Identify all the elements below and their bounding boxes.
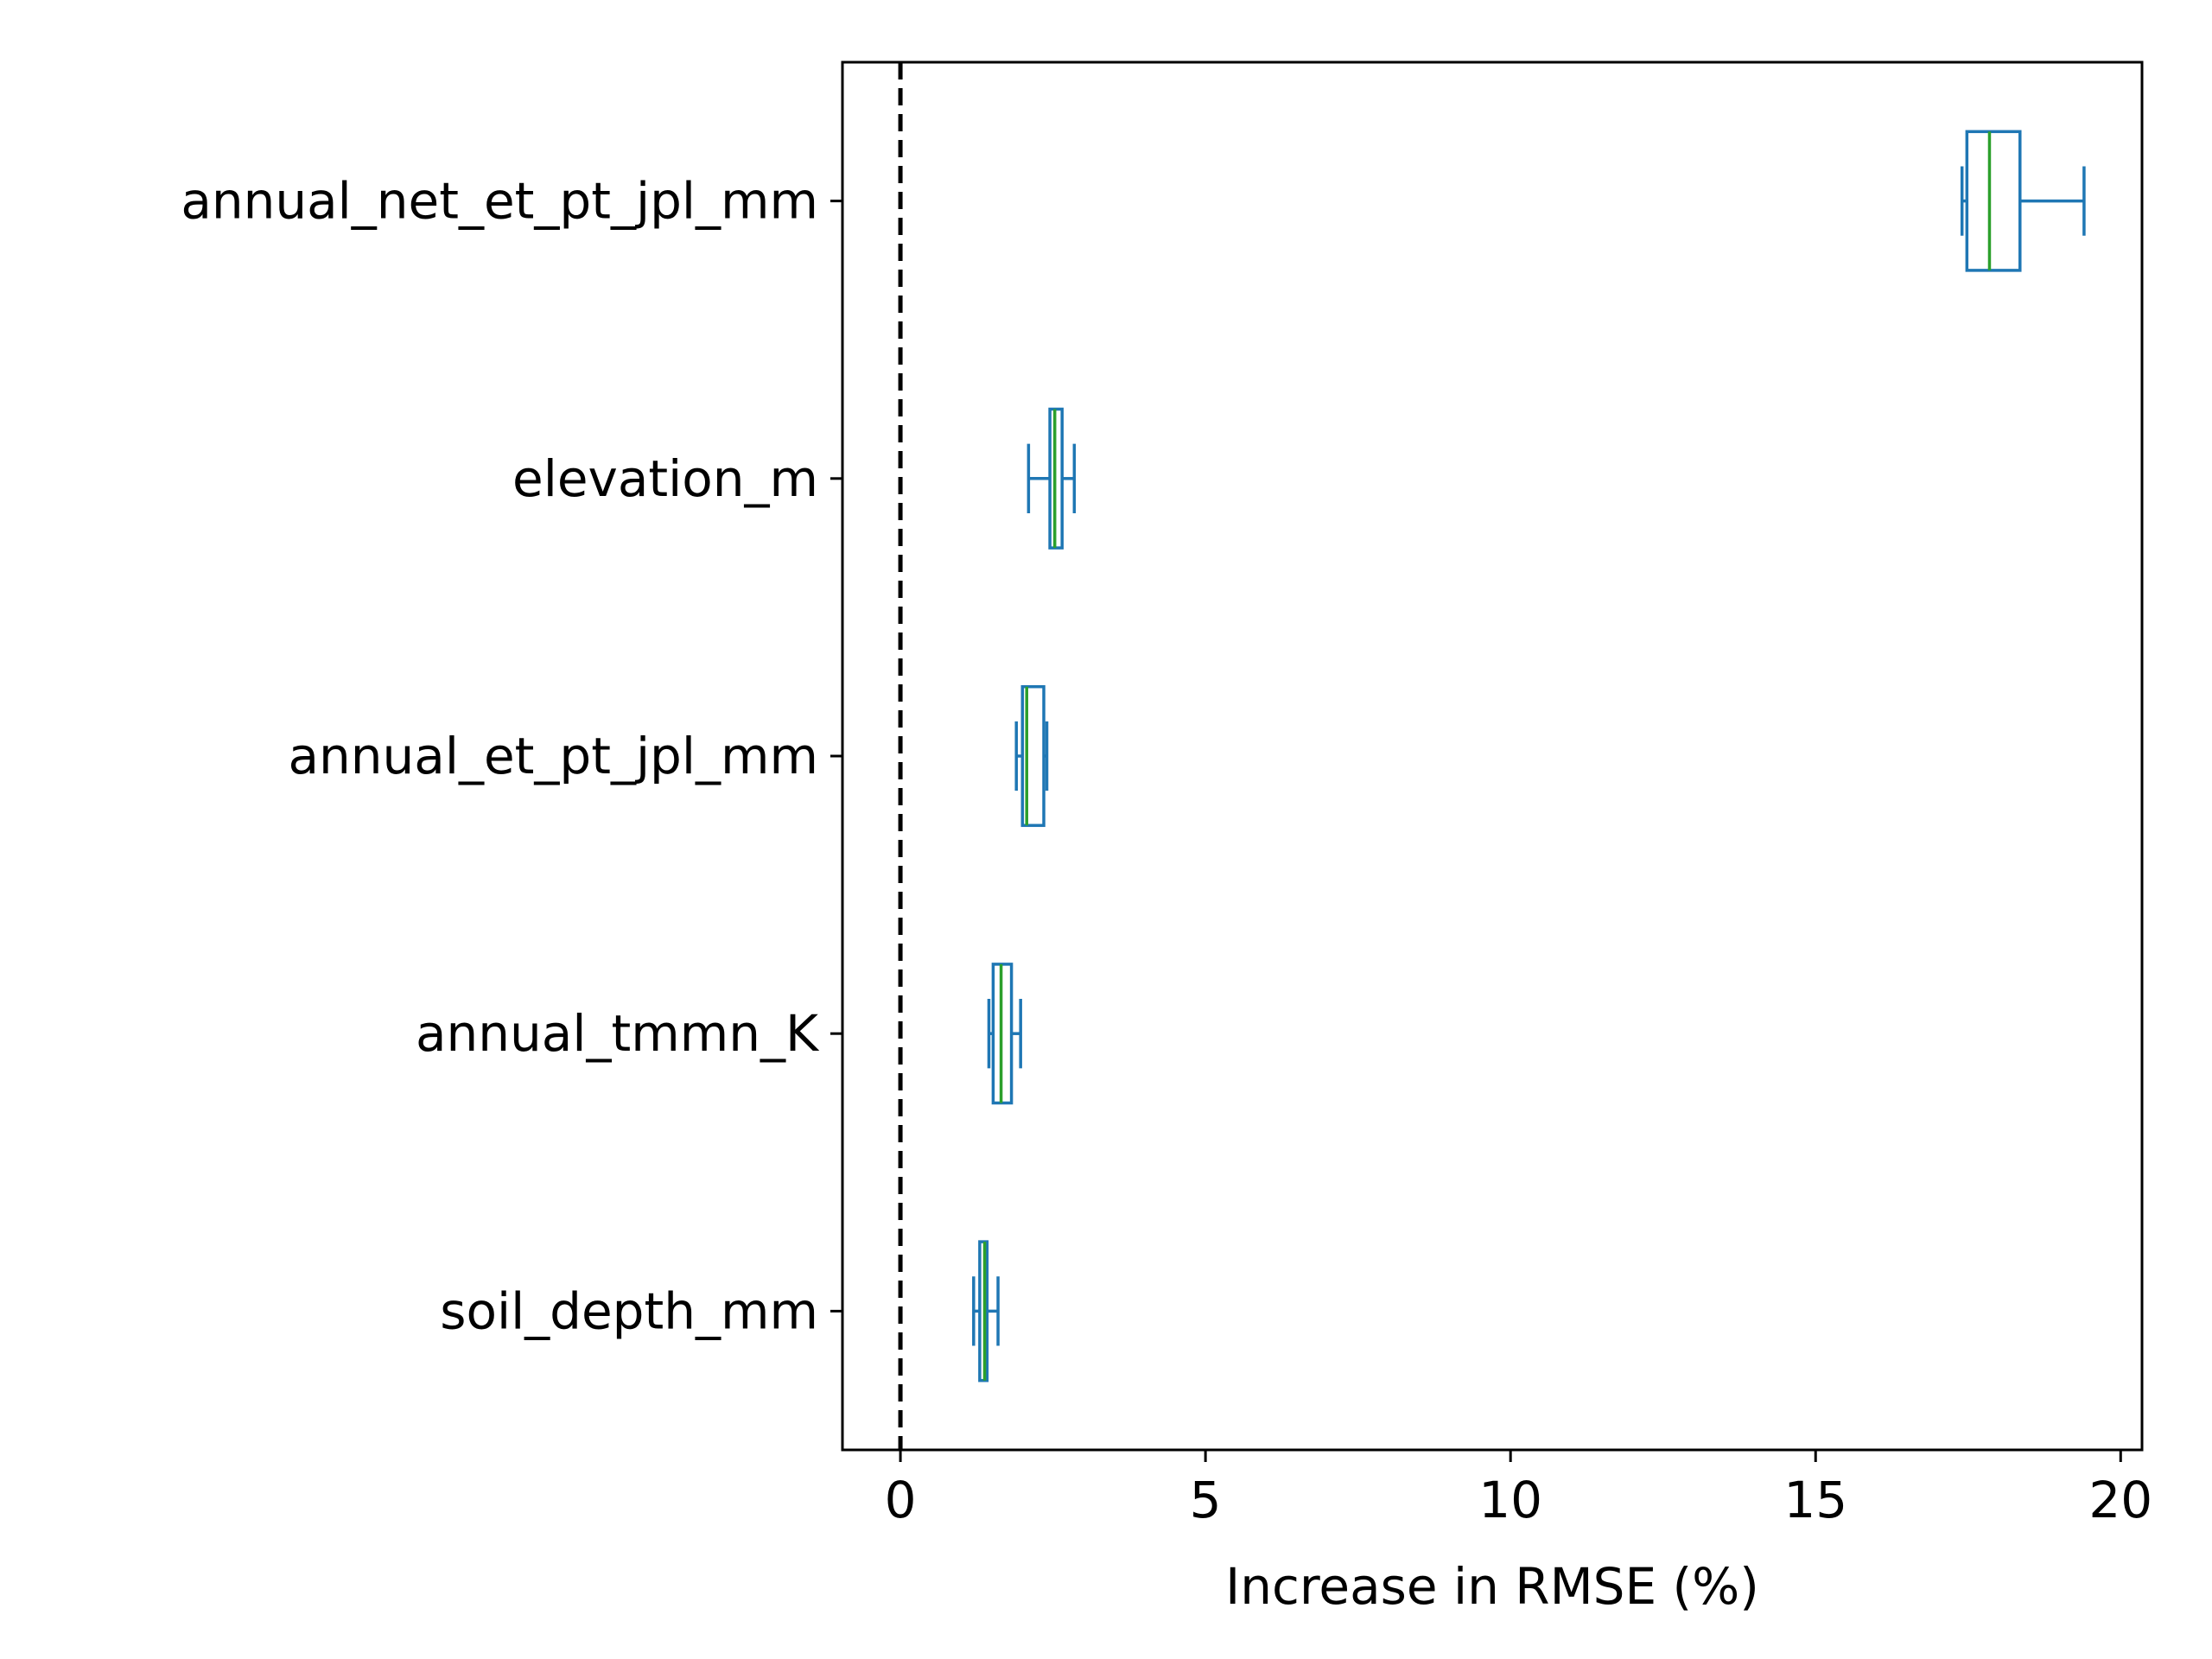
x-axis-title: Increase in RMSE (%) [1225,1557,1759,1616]
box-annual_et_pt_jpl_mm [1020,684,1046,828]
box-group-annual_tmmn_K [987,963,1022,1105]
x-tick-label: 15 [1783,1471,1847,1529]
box-group-elevation_m [1027,407,1077,550]
box-group-soil_depth_mm [972,1240,1000,1382]
y-tick-label: annual_net_et_pt_jpl_mm [181,172,818,231]
x-tick-label: 0 [885,1471,917,1529]
x-tick-label: 10 [1478,1471,1542,1529]
box-group-annual_et_pt_jpl_mm [1014,684,1049,828]
plot-frame [841,60,2144,1452]
x-tick-label: 5 [1190,1471,1222,1529]
y-tick-label: elevation_m [512,449,818,508]
y-tick-label: annual_et_pt_jpl_mm [288,727,818,785]
x-tick-label: 20 [2088,1471,2152,1529]
box-annual_net_et_pt_jpl_mm [1965,130,2022,272]
box-group-annual_net_et_pt_jpl_mm [1960,130,2086,272]
y-tick-label: soil_depth_mm [440,1281,818,1340]
y-tick-label: annual_tmmn_K [416,1004,820,1063]
